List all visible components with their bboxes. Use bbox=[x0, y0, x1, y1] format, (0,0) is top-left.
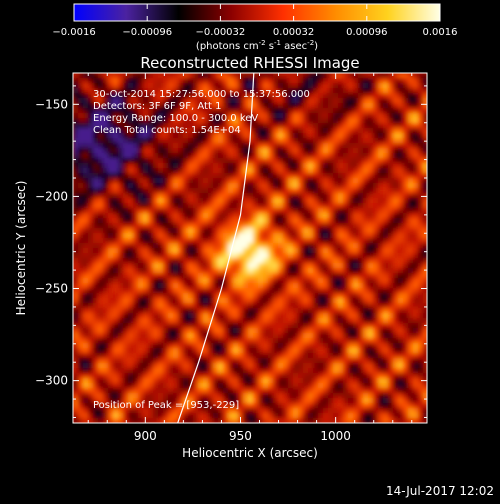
colorbar-tick-labels: −0.0016 −0.00096 −0.00032 0.00032 0.00096 0.0… bbox=[52, 27, 457, 38]
colorbar-tick-label: 0.00096 bbox=[346, 27, 387, 38]
colorbar-tick-label: −0.00096 bbox=[122, 27, 172, 38]
y-tick-label: −250 bbox=[35, 282, 68, 296]
y-tick-label: −200 bbox=[35, 189, 68, 203]
colorbar-tick-label: 0.0016 bbox=[423, 27, 458, 38]
clean-total-counts: Clean Total counts: 1.54E+04 bbox=[93, 125, 241, 136]
chart-title: Reconstructed RHESSI Image bbox=[140, 54, 359, 72]
time-range: 30-Oct-2014 15:27:56.000 to 15:37:56.000 bbox=[93, 89, 310, 100]
y-tick-label: −300 bbox=[35, 374, 68, 388]
colorbar-tick-label: −0.0016 bbox=[52, 27, 95, 38]
x-tick-label: 950 bbox=[229, 429, 252, 443]
x-tick-label: 900 bbox=[134, 429, 157, 443]
generated-date: 14-Jul-2017 12:02 bbox=[386, 484, 494, 498]
colorbar bbox=[74, 4, 440, 21]
x-tick-label: 1000 bbox=[320, 429, 351, 443]
y-axis-label: Heliocentric Y (arcsec) bbox=[14, 181, 28, 316]
x-axis-label: Heliocentric X (arcsec) bbox=[182, 446, 318, 460]
colorbar-tick-label: −0.00032 bbox=[196, 27, 246, 38]
detectors: Detectors: 3F 6F 9F, Att 1 bbox=[93, 101, 221, 112]
y-tick-label: −150 bbox=[35, 97, 68, 111]
colorbar-units: (photons cm-2 s-1 asec-2) bbox=[196, 39, 318, 52]
colorbar-tick-label: 0.00032 bbox=[273, 27, 314, 38]
energy-range: Energy Range: 100.0 - 300.0 keV bbox=[93, 113, 258, 124]
peak-position: Position of Peak = [953,-229] bbox=[93, 400, 239, 411]
